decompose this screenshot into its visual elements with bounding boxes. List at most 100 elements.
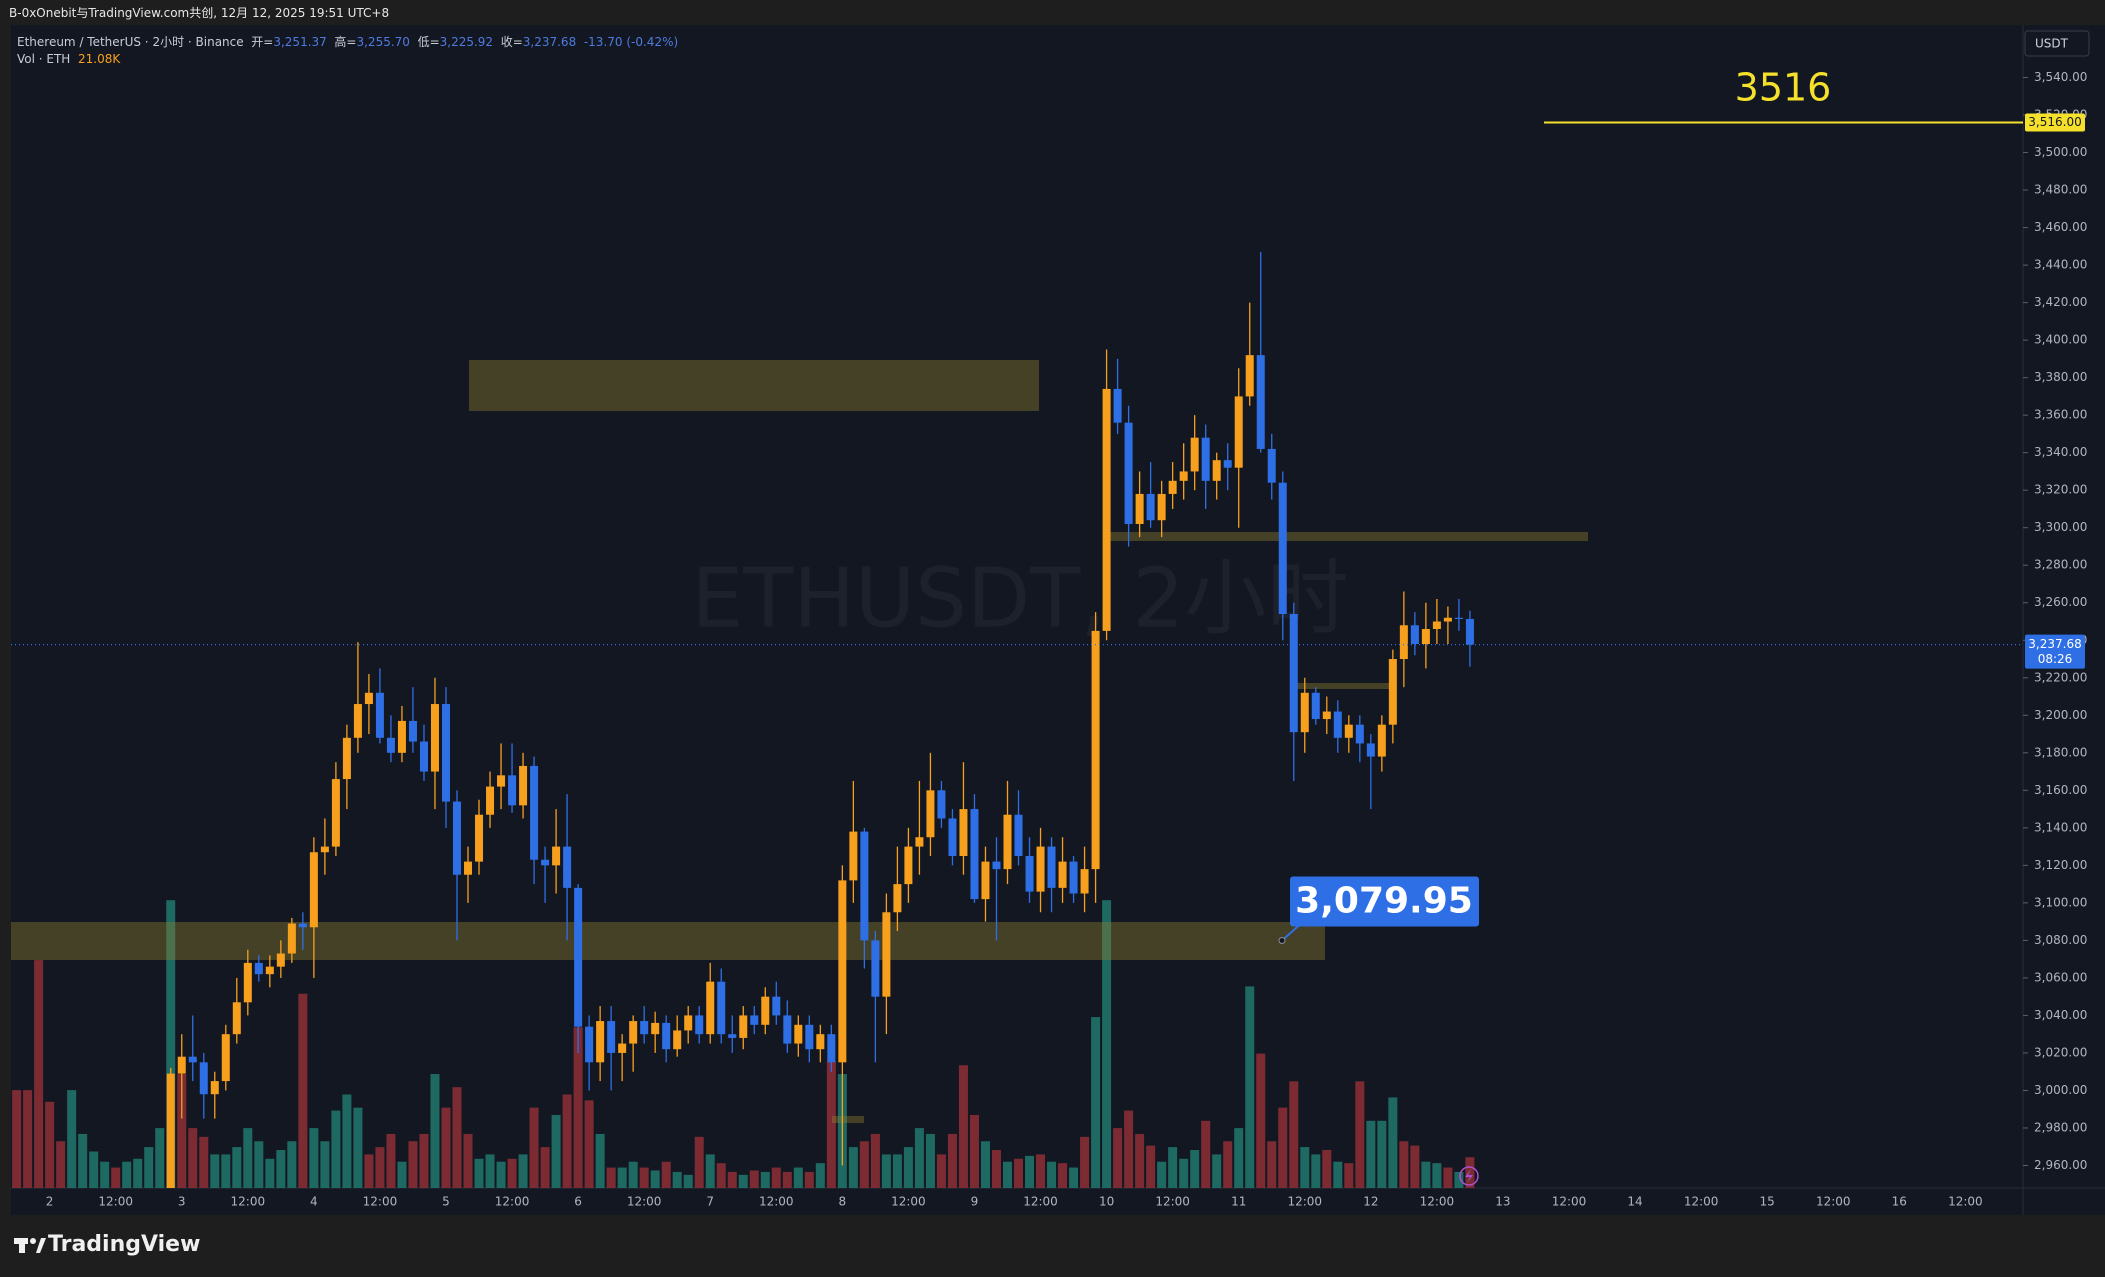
alert-icon[interactable] bbox=[1459, 1166, 1479, 1186]
volume-bar bbox=[947, 1133, 957, 1188]
volume-bar bbox=[1047, 1161, 1057, 1188]
volume-bar bbox=[804, 1171, 814, 1188]
chart-pane bbox=[11, 25, 2023, 1188]
volume-bar bbox=[232, 1147, 242, 1188]
candle-body bbox=[1047, 846, 1056, 888]
candle-body bbox=[453, 801, 461, 875]
y-tick-label: 3,420.00 bbox=[2034, 295, 2087, 309]
volume-bar bbox=[969, 1114, 979, 1188]
candle-body bbox=[706, 981, 715, 1035]
candle-body bbox=[860, 831, 869, 941]
volume-bar bbox=[540, 1147, 550, 1188]
candle-body bbox=[1278, 482, 1287, 615]
candle-body bbox=[331, 779, 340, 847]
volume-bar bbox=[1190, 1150, 1200, 1188]
y-tick-label: 2,960.00 bbox=[2034, 1158, 2087, 1172]
volume-bar bbox=[1278, 1107, 1288, 1188]
volume-bar bbox=[1289, 1081, 1299, 1188]
y-tick-label: 3,460.00 bbox=[2034, 220, 2087, 234]
candle-body bbox=[772, 996, 781, 1016]
candle-body bbox=[276, 953, 285, 967]
volume-bar bbox=[1300, 1147, 1310, 1188]
x-tick-label: 13 bbox=[1495, 1195, 1510, 1209]
candle-body bbox=[1322, 711, 1331, 720]
volume-bar bbox=[441, 1107, 451, 1188]
candle-body bbox=[1135, 493, 1144, 524]
ohlc-label: 开= bbox=[251, 35, 274, 49]
volume-bar bbox=[815, 1163, 825, 1188]
candle-body bbox=[541, 859, 550, 866]
candle-body bbox=[783, 1015, 792, 1044]
candle-body bbox=[1366, 743, 1375, 757]
y-tick-label: 3,380.00 bbox=[2034, 370, 2087, 384]
volume-bar bbox=[1113, 1128, 1123, 1188]
candle-body bbox=[386, 737, 395, 753]
volume-bar bbox=[1366, 1120, 1376, 1188]
volume-bar bbox=[738, 1174, 748, 1188]
volume-bar bbox=[617, 1167, 627, 1188]
volume-bar bbox=[584, 1100, 594, 1188]
candle-body bbox=[177, 1056, 186, 1074]
volume-bar bbox=[1003, 1161, 1012, 1188]
y-tick-label: 3,360.00 bbox=[2034, 408, 2087, 422]
candle-body bbox=[1388, 659, 1397, 725]
candle-body bbox=[640, 1021, 649, 1035]
x-tick-label: 12:00 bbox=[363, 1195, 398, 1209]
volume-bar bbox=[848, 1147, 858, 1188]
volume-bar bbox=[89, 1151, 99, 1188]
candle-body bbox=[915, 837, 924, 847]
ohlc-value: 3,237.68 bbox=[522, 35, 577, 49]
candle-body bbox=[684, 1015, 693, 1031]
callout-label: 3,079.95 bbox=[1295, 880, 1473, 921]
volume-bar bbox=[155, 1128, 165, 1188]
x-tick-label: 12:00 bbox=[1948, 1195, 1983, 1209]
candle-body bbox=[816, 1034, 825, 1050]
x-tick-label: 7 bbox=[706, 1195, 714, 1209]
candle-body bbox=[475, 814, 484, 862]
alert-icon[interactable] bbox=[1465, 1169, 1473, 1183]
candle-body bbox=[408, 720, 417, 742]
candle-body bbox=[629, 1021, 638, 1044]
volume-bar bbox=[34, 960, 44, 1188]
watermark: ETHUSDT, 2小时 bbox=[691, 551, 1348, 646]
x-tick-label: 12:00 bbox=[1816, 1195, 1851, 1209]
volume-bar bbox=[1344, 1163, 1354, 1188]
candle-body bbox=[805, 1024, 814, 1050]
y-tick-label: 3,100.00 bbox=[2034, 895, 2087, 909]
x-tick-label: 12:00 bbox=[1023, 1195, 1058, 1209]
last-price-label: 3,237.68 bbox=[2028, 637, 2081, 651]
y-tick-label: 3,060.00 bbox=[2034, 970, 2087, 984]
candle-body bbox=[1124, 422, 1133, 524]
volume-bar bbox=[683, 1174, 693, 1188]
candle-body bbox=[419, 741, 428, 772]
volume-bar bbox=[749, 1170, 759, 1188]
candle-body bbox=[1245, 355, 1254, 397]
callout-box bbox=[1290, 876, 1479, 927]
candle-body bbox=[497, 775, 506, 787]
candle-body bbox=[739, 1015, 748, 1038]
volume-layer bbox=[12, 900, 1475, 1188]
x-tick-label: 12:00 bbox=[759, 1195, 794, 1209]
price-axis bbox=[2023, 25, 2105, 1215]
candle-body bbox=[1344, 724, 1353, 738]
volume-bar bbox=[1102, 900, 1112, 1188]
volume-bar bbox=[1388, 1097, 1398, 1188]
volume-bar bbox=[1036, 1154, 1046, 1188]
ohlc-value: 3,225.92 bbox=[439, 35, 494, 49]
x-tick-label: 4 bbox=[310, 1195, 318, 1209]
candle-layer bbox=[166, 251, 1474, 1188]
candle-body bbox=[210, 1081, 219, 1095]
countdown: 08:26 bbox=[2038, 652, 2073, 666]
y-tick-label: 3,020.00 bbox=[2034, 1045, 2087, 1059]
volume-bar bbox=[1454, 1171, 1464, 1188]
x-tick-label: 15 bbox=[1760, 1195, 1775, 1209]
y-tick-label: 3,480.00 bbox=[2034, 183, 2087, 197]
callout-pointer bbox=[1281, 923, 1301, 942]
x-tick-label: 12:00 bbox=[891, 1195, 926, 1209]
candle-body bbox=[673, 1030, 682, 1050]
symbol: Ethereum / TetherUS · 2小时 · Binance bbox=[17, 35, 244, 49]
volume-bar bbox=[705, 1154, 715, 1188]
candle-body bbox=[1234, 396, 1243, 468]
volume-bar bbox=[1410, 1145, 1420, 1188]
candle-body bbox=[309, 852, 318, 928]
